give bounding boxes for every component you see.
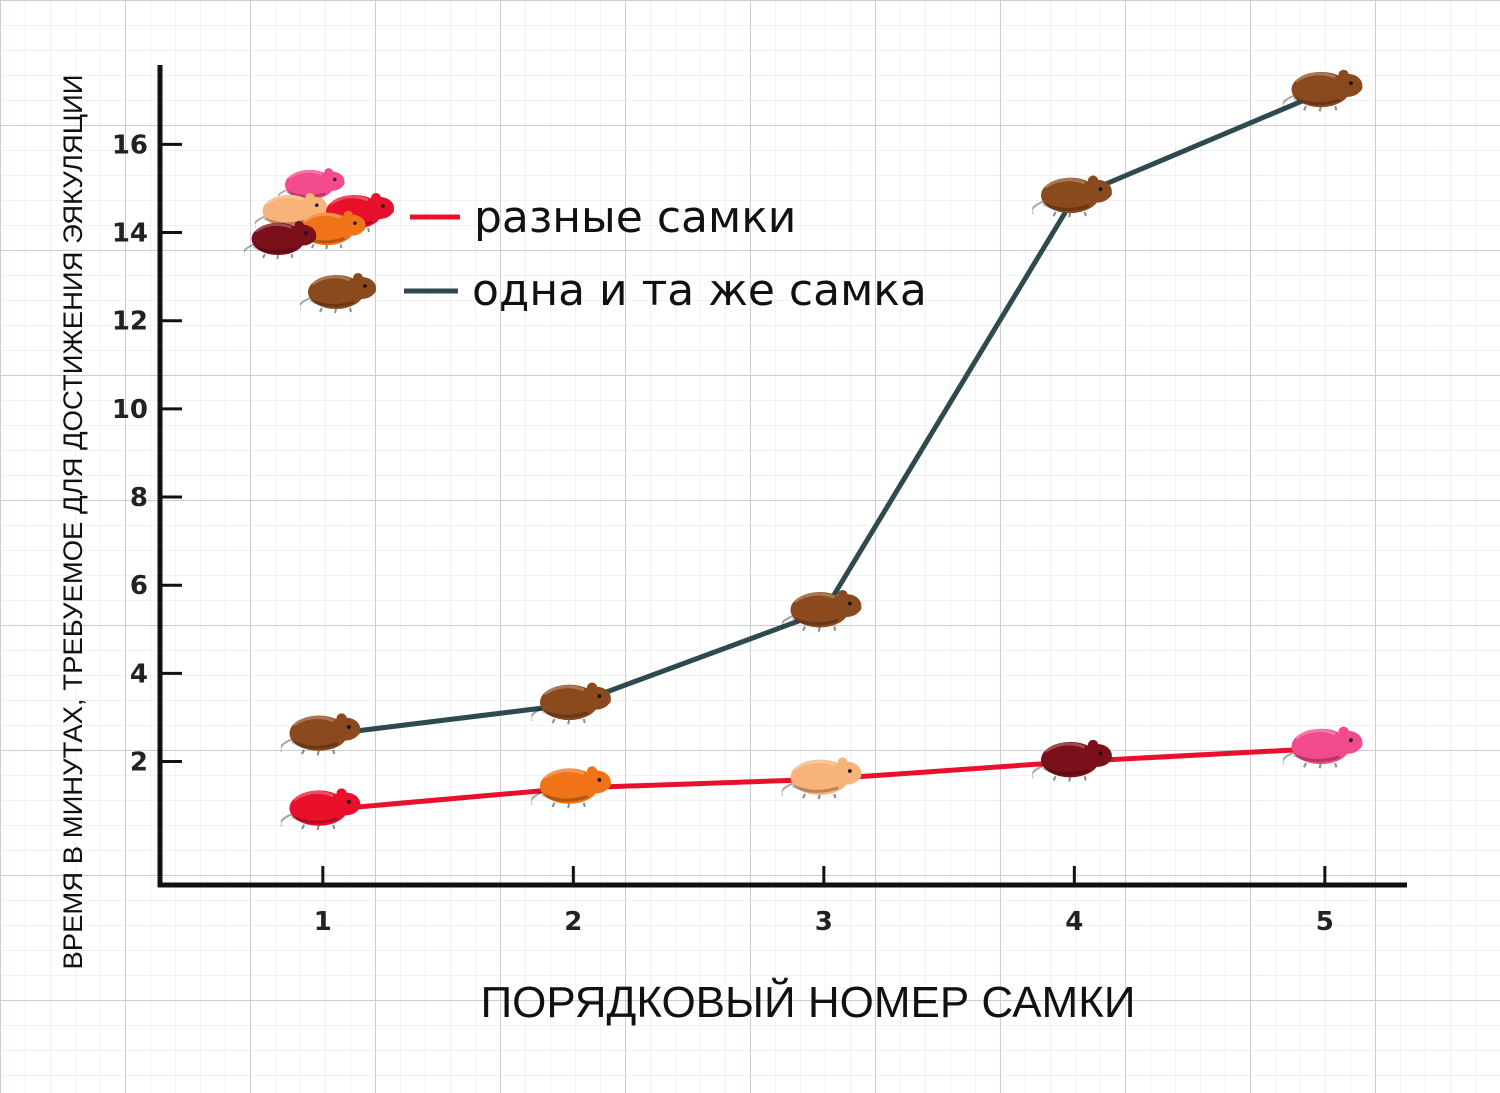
legend-label-different-females: разные самки — [474, 192, 796, 243]
y-tick-label: 16 — [112, 130, 148, 160]
y-tick-label: 4 — [130, 659, 148, 689]
axes — [157, 65, 1407, 888]
y-tick-label: 10 — [112, 395, 148, 425]
x-tick-label: 2 — [564, 907, 582, 937]
x-tick-label: 5 — [1316, 907, 1334, 937]
y-tick-label: 6 — [130, 571, 148, 601]
y-tick-label: 2 — [130, 748, 148, 778]
x-tick-label: 4 — [1065, 907, 1083, 937]
legend-label-same-female: одна и та же самка — [472, 265, 927, 316]
y-tick-label: 12 — [112, 307, 148, 337]
x-tick-label: 1 — [314, 907, 332, 937]
x-axis-label: ПОРЯДКОВЫЙ НОМЕР САМКИ — [481, 976, 1136, 1027]
y-tick-label: 8 — [130, 483, 148, 513]
y-ticks: 2 4 6 8 10 12 14 16 — [112, 130, 182, 778]
x-ticks: 1 2 3 4 5 — [314, 866, 1334, 937]
legend: разные самки одна и та же самка — [244, 166, 927, 316]
y-axis-label: ВРЕМЯ В МИНУТАХ, ТРЕБУЕМОЕ ДЛЯ ДОСТИЖЕНИ… — [58, 75, 88, 970]
y-tick-label: 14 — [112, 219, 148, 249]
x-tick-label: 3 — [815, 907, 833, 937]
